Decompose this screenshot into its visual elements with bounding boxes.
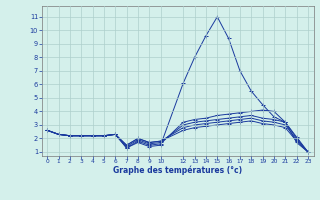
- X-axis label: Graphe des températures (°c): Graphe des températures (°c): [113, 166, 242, 175]
